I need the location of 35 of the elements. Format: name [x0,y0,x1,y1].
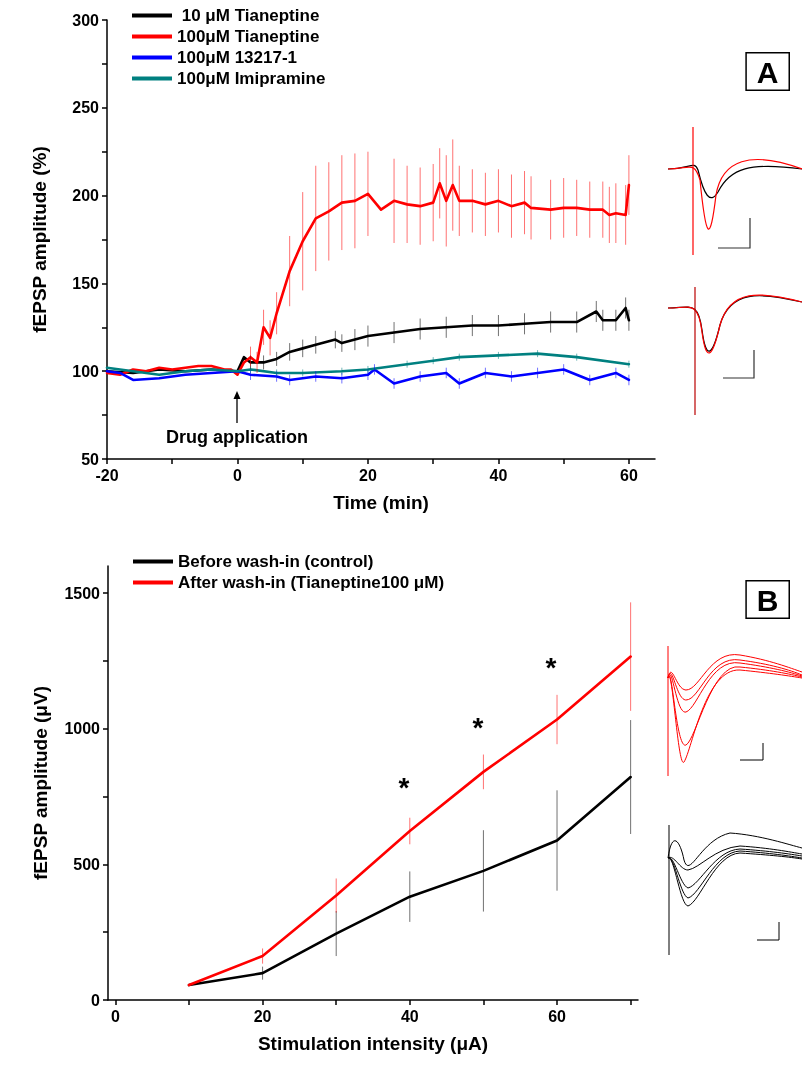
legend-label: 100μM 13217-1 [177,48,298,67]
legend-label: After wash-in (Tianeptine100 μM) [178,573,445,592]
y-axis-title: fEPSP amplitude (μV) [30,686,51,880]
x-tick-label: -20 [95,466,119,484]
y-axis-title: fEPSP amplitude (%) [29,146,50,333]
x-tick-label: 0 [233,466,243,484]
x-tick-label: 40 [400,1007,419,1025]
legend-label: 10 μM Tianeptine [177,6,320,25]
y-tick-label: 250 [72,99,100,117]
x-tick-label: 60 [548,1007,567,1025]
annotation: * [398,771,410,803]
x-tick-label: 40 [489,466,508,484]
y-tick-label: 200 [72,187,100,205]
annotation: * [472,711,484,743]
y-tick-label: 1000 [64,720,101,738]
annotation: * [545,651,557,683]
x-axis-title: Time (min) [333,492,429,513]
y-tick-label: 1500 [64,584,101,602]
annotation: Drug application [165,427,309,447]
x-tick-label: 20 [359,466,377,484]
text: A [756,56,779,89]
x-tick-label: 60 [620,466,638,484]
y-tick-label: 300 [72,11,100,29]
y-tick-label: 500 [73,855,101,873]
x-axis-title: Stimulation intensity (μA) [257,1033,489,1054]
y-tick-label: 150 [72,274,100,292]
y-tick-label: 100 [72,362,100,380]
text: B [756,584,779,617]
y-tick-label: 50 [81,450,100,468]
legend-label: Before wash-in (control) [178,552,374,571]
x-tick-label: 0 [110,1007,120,1025]
legend-label: 100μM Imipramine [177,69,326,88]
legend-label: 100μM Tianeptine [177,27,320,46]
y-tick-label: 0 [91,991,101,1009]
x-tick-label: 20 [253,1007,272,1025]
